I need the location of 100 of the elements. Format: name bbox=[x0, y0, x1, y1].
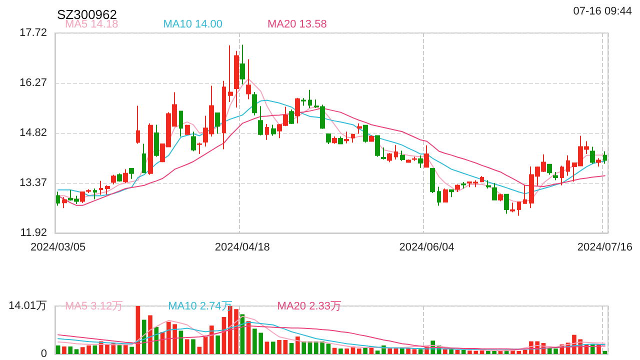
bar bbox=[406, 348, 410, 354]
bar bbox=[124, 344, 128, 354]
candlestick bbox=[596, 158, 601, 167]
bar bbox=[283, 340, 288, 354]
bar bbox=[357, 348, 362, 354]
bar bbox=[461, 350, 466, 354]
y-tick-label: 11.92 bbox=[20, 227, 47, 239]
candlestick bbox=[406, 159, 411, 163]
line-series bbox=[58, 100, 606, 196]
x-tick-label: 2024/07/16 bbox=[577, 242, 632, 254]
candlestick bbox=[430, 168, 435, 194]
candlestick bbox=[394, 144, 398, 160]
bar bbox=[522, 350, 528, 354]
y-tick-label: 16.27 bbox=[19, 77, 47, 89]
candlestick bbox=[234, 50, 239, 108]
line-series bbox=[58, 78, 606, 203]
candlestick bbox=[191, 131, 196, 152]
bar bbox=[277, 340, 282, 354]
candlestick bbox=[179, 110, 183, 137]
candlestick bbox=[455, 184, 460, 192]
candlestick bbox=[265, 124, 269, 140]
candlestick bbox=[154, 124, 159, 158]
candlestick bbox=[344, 131, 349, 144]
bar bbox=[302, 341, 306, 354]
bar bbox=[455, 350, 460, 354]
bar bbox=[74, 349, 79, 354]
candlestick bbox=[111, 174, 116, 185]
candlestick bbox=[326, 134, 331, 145]
y-tick-label: 14.01万 bbox=[8, 300, 47, 312]
bar bbox=[363, 348, 368, 354]
candlestick bbox=[136, 105, 140, 144]
candlestick bbox=[252, 91, 257, 116]
x-tick-label: 2024/04/18 bbox=[214, 242, 270, 254]
text: MA5 3.12万 bbox=[65, 300, 124, 312]
candlestick bbox=[443, 188, 448, 202]
candlestick bbox=[56, 191, 60, 206]
bar bbox=[216, 336, 220, 354]
candlestick bbox=[369, 134, 374, 142]
candlestick bbox=[418, 154, 423, 168]
bar bbox=[344, 348, 350, 354]
candlestick bbox=[246, 58, 251, 100]
candlestick bbox=[93, 188, 97, 200]
candlestick bbox=[498, 193, 503, 202]
candlestick bbox=[590, 146, 595, 164]
series-label: MA10 2.74万 bbox=[168, 300, 232, 312]
candlestick bbox=[381, 146, 386, 160]
bar bbox=[418, 349, 423, 354]
candlestick bbox=[62, 196, 67, 209]
candlestick bbox=[351, 134, 355, 144]
bar bbox=[264, 342, 270, 354]
candlestick bbox=[363, 124, 368, 144]
text: MA10 14.00 bbox=[163, 18, 223, 30]
candlestick bbox=[222, 80, 226, 150]
bar bbox=[602, 350, 608, 354]
bar bbox=[92, 345, 98, 354]
bar bbox=[516, 350, 522, 354]
text: MA5 14.18 bbox=[65, 18, 118, 30]
x-tick-label: 2024/06/04 bbox=[399, 242, 454, 254]
candlestick bbox=[295, 97, 300, 124]
candlestick bbox=[197, 142, 202, 155]
candlestick bbox=[449, 189, 454, 198]
candlestick bbox=[486, 180, 491, 190]
candlestick bbox=[240, 44, 245, 85]
candlestick bbox=[492, 182, 497, 200]
y-tick-label: 14.82 bbox=[19, 127, 47, 139]
candlestick bbox=[228, 44, 233, 102]
y-tick-label: 13.37 bbox=[19, 177, 47, 189]
candlestick bbox=[510, 202, 515, 213]
bar bbox=[210, 326, 214, 354]
bar bbox=[338, 348, 343, 354]
bar bbox=[498, 350, 503, 354]
bar bbox=[412, 349, 417, 354]
line-series bbox=[58, 108, 606, 206]
candlestick bbox=[461, 181, 466, 190]
text: MA20 13.58 bbox=[268, 18, 327, 30]
bar bbox=[56, 345, 60, 354]
bar bbox=[394, 348, 398, 354]
candlestick bbox=[517, 201, 521, 216]
candlestick bbox=[412, 156, 417, 162]
bar bbox=[197, 346, 202, 354]
candlestick bbox=[437, 186, 441, 206]
candlestick bbox=[504, 194, 509, 214]
candlestick bbox=[400, 150, 405, 162]
bar bbox=[130, 346, 134, 354]
line-series bbox=[58, 316, 606, 352]
bar bbox=[184, 339, 190, 354]
candlestick bbox=[480, 176, 484, 183]
candlestick bbox=[338, 136, 343, 145]
candlestick bbox=[357, 122, 362, 134]
bar bbox=[326, 344, 331, 354]
bar bbox=[480, 350, 484, 354]
bar bbox=[270, 342, 276, 354]
bar bbox=[449, 349, 454, 354]
bar bbox=[178, 330, 184, 354]
candlestick bbox=[142, 143, 146, 174]
candlestick bbox=[271, 124, 276, 136]
candlestick bbox=[387, 152, 392, 163]
candlestick bbox=[99, 180, 103, 196]
bar bbox=[296, 336, 300, 354]
candlestick bbox=[375, 135, 380, 158]
